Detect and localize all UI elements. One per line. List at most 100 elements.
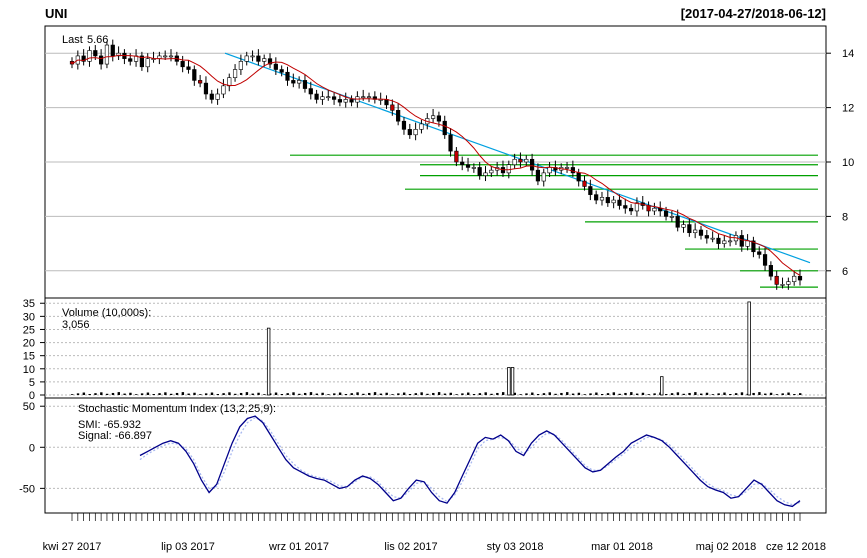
volume-bar	[443, 393, 447, 395]
volume-spike	[660, 376, 664, 396]
volume-bar	[554, 393, 557, 395]
candle	[93, 50, 98, 57]
volume-bar	[321, 392, 324, 395]
candle	[687, 224, 692, 234]
smi-tick-label: 0	[29, 442, 35, 454]
volume-bar	[129, 392, 132, 395]
volume-label: Volume (10,000s):	[62, 307, 151, 319]
moving-average-line	[71, 54, 801, 276]
signal-value: Signal: -66.897	[78, 430, 152, 442]
candle	[401, 120, 407, 130]
volume-bar	[408, 394, 412, 395]
volume-bar	[752, 392, 755, 395]
volume-bar	[705, 392, 709, 395]
candle	[203, 82, 209, 95]
candle	[267, 58, 273, 65]
volume-bar	[548, 392, 551, 395]
candle	[326, 96, 331, 99]
candle	[361, 96, 366, 99]
candle	[419, 123, 424, 130]
volume-bar	[653, 393, 656, 395]
volume-bar	[88, 394, 91, 395]
volume-bar	[699, 393, 703, 395]
price-tick-label: 6	[842, 266, 848, 278]
volume-bar	[82, 392, 86, 395]
volume-bar	[338, 392, 342, 395]
volume-bar	[595, 392, 598, 395]
candle	[611, 199, 616, 204]
candle	[576, 172, 581, 182]
volume-bar	[298, 393, 301, 395]
trend-line	[224, 52, 811, 264]
candle	[710, 237, 715, 240]
candle	[762, 254, 768, 266]
volume-bar	[437, 392, 441, 395]
volume-bar	[618, 393, 621, 395]
chart-symbol: UNI	[45, 6, 67, 21]
candle	[436, 115, 442, 122]
price-tick-label: 14	[842, 48, 854, 60]
candle	[693, 229, 698, 234]
x-tick-label: cze 12 2018	[766, 541, 826, 553]
volume-bar	[775, 394, 779, 395]
candle	[652, 207, 657, 212]
volume-bar	[764, 393, 767, 395]
volume-tick-label: 20	[23, 338, 35, 350]
volume-bar	[100, 392, 103, 395]
volume-bar	[397, 393, 400, 395]
volume-tick-label: 10	[23, 364, 35, 376]
candle	[99, 55, 104, 65]
volume-bar	[729, 394, 732, 395]
candle	[343, 99, 348, 103]
candle	[163, 55, 168, 58]
x-tick-label: wrz 01 2017	[268, 541, 329, 553]
x-tick-label: maj 02 2018	[696, 541, 757, 553]
volume-bar	[315, 393, 319, 395]
candle	[314, 93, 319, 100]
volume-bar	[181, 392, 185, 395]
volume-bar	[344, 394, 348, 395]
volume-bar	[734, 393, 738, 395]
volume-bar	[251, 393, 254, 395]
price-tick-label: 10	[842, 157, 854, 169]
volume-bar	[152, 394, 155, 395]
volume-bar	[193, 392, 196, 395]
candle	[605, 197, 610, 204]
volume-tick-label: 35	[23, 298, 35, 310]
candle	[774, 275, 779, 285]
candle	[582, 180, 587, 187]
candle	[256, 55, 261, 62]
volume-bar	[630, 392, 633, 395]
x-tick-label: lip 03 2017	[161, 541, 215, 553]
volume-bar	[536, 394, 540, 395]
volume-bar	[356, 392, 359, 395]
candle	[430, 115, 436, 119]
volume-bar	[688, 392, 691, 395]
volume-bar	[245, 392, 249, 395]
volume-bar	[158, 393, 161, 395]
candle	[390, 104, 395, 111]
candle	[291, 80, 296, 84]
candle	[366, 96, 372, 99]
volume-bar	[216, 394, 219, 395]
volume-bar	[624, 392, 627, 395]
volume-bar	[758, 392, 761, 395]
candle	[168, 55, 174, 58]
candle	[87, 50, 92, 62]
candle	[716, 237, 721, 244]
volume-bar	[385, 392, 388, 395]
volume-bar	[589, 393, 592, 395]
volume-bar	[391, 394, 394, 395]
volume-tick-label: 5	[29, 377, 35, 389]
volume-bar	[542, 393, 546, 395]
candle	[337, 99, 343, 103]
candle	[541, 172, 546, 182]
candle	[407, 129, 412, 136]
volume-bar	[362, 393, 365, 395]
volume-bar	[105, 393, 109, 395]
volume-bar	[123, 393, 126, 395]
candle	[547, 167, 552, 174]
candle	[145, 58, 150, 68]
